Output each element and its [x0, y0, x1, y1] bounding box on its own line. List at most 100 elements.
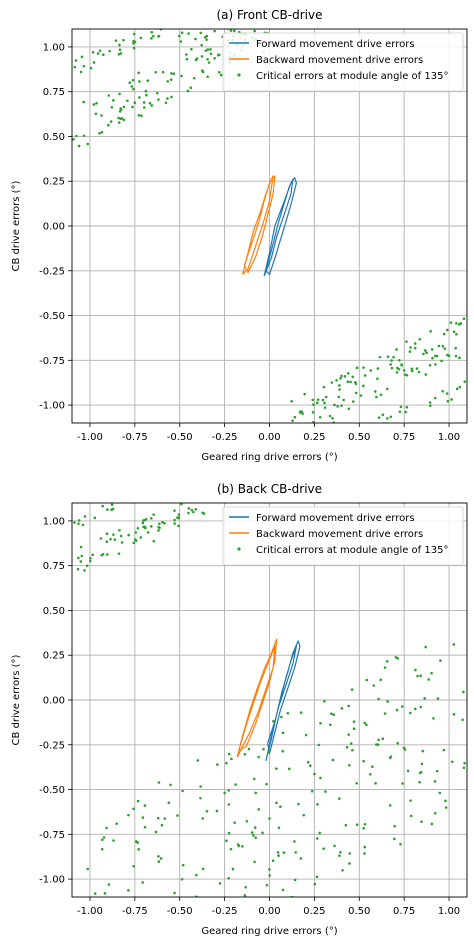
critical-error-point: [423, 697, 426, 700]
critical-error-point: [206, 48, 210, 51]
critical-error-point: [89, 66, 93, 70]
critical-error-point: [376, 367, 380, 370]
critical-error-point: [318, 831, 322, 835]
critical-error-point: [178, 34, 181, 38]
critical-error-point: [157, 35, 160, 38]
critical-error-point: [163, 817, 167, 820]
critical-error-point: [401, 782, 404, 785]
critical-error-point: [187, 32, 190, 35]
y-tick-label: 0.25: [43, 177, 65, 188]
critical-error-point: [86, 867, 90, 871]
critical-error-point: [330, 381, 334, 384]
critical-error-point: [200, 43, 203, 47]
critical-error-point: [267, 23, 270, 26]
critical-error-point: [173, 509, 176, 512]
critical-error-point: [335, 379, 338, 382]
critical-error-point: [431, 356, 434, 360]
critical-error-point: [122, 105, 126, 109]
critical-error-point: [429, 404, 432, 408]
critical-error-point: [206, 57, 209, 61]
y-tick-label: 0.25: [43, 651, 65, 662]
critical-error-point: [400, 363, 404, 367]
x-axis-label: Geared ring drive errors (°): [201, 926, 337, 937]
critical-error-point: [316, 398, 320, 401]
critical-error-point: [253, 826, 257, 829]
critical-error-point: [445, 392, 449, 395]
critical-error-point: [329, 723, 332, 727]
critical-error-point: [180, 74, 183, 78]
critical-error-point: [339, 377, 342, 380]
critical-error-point: [167, 801, 171, 805]
critical-error-point: [420, 762, 424, 766]
critical-error-point: [102, 53, 105, 57]
y-tick-label: 0.50: [43, 132, 65, 143]
critical-error-point: [205, 38, 208, 41]
critical-error-point: [444, 806, 448, 809]
critical-error-point: [105, 532, 109, 536]
critical-error-point: [321, 398, 325, 402]
critical-error-point: [82, 134, 86, 138]
critical-error-point: [434, 363, 437, 366]
critical-error-point: [400, 705, 404, 708]
legend-marker: [237, 73, 241, 77]
critical-error-point: [197, 945, 200, 948]
critical-error-point: [209, 48, 212, 51]
critical-error-point: [455, 332, 458, 336]
critical-error-point: [262, 747, 265, 751]
critical-error-point: [139, 36, 143, 40]
critical-error-point: [462, 690, 465, 694]
x-tick-label: 0.25: [303, 432, 325, 443]
critical-error-point: [227, 789, 231, 792]
critical-error-point: [132, 46, 136, 50]
critical-error-point: [156, 816, 160, 820]
critical-error-point: [276, 851, 280, 854]
critical-error-point: [393, 824, 396, 828]
critical-error-point: [72, 137, 75, 141]
legend-label: Critical errors at module angle of 135°: [256, 71, 448, 82]
critical-error-point: [133, 101, 137, 104]
critical-error-point: [201, 511, 204, 515]
critical-error-point: [351, 748, 354, 752]
critical-error-point: [418, 771, 422, 775]
critical-error-point: [354, 391, 358, 395]
critical-error-point: [231, 867, 235, 871]
critical-error-point: [157, 781, 161, 784]
critical-error-point: [118, 110, 122, 113]
critical-error-point: [355, 823, 359, 826]
critical-error-point: [192, 510, 195, 514]
critical-error-point: [365, 678, 369, 682]
critical-error-point: [355, 781, 358, 785]
critical-error-point: [281, 888, 285, 892]
critical-error-point: [77, 556, 80, 560]
x-tick-label: 0.00: [258, 432, 280, 443]
critical-error-point: [230, 757, 233, 761]
critical-error-point: [379, 678, 383, 682]
critical-error-point: [414, 668, 417, 672]
critical-error-point: [312, 420, 315, 423]
x-tick-label: -0.25: [212, 906, 238, 917]
critical-error-point: [287, 767, 291, 771]
critical-error-point: [399, 405, 403, 409]
critical-error-point: [363, 822, 367, 826]
critical-error-point: [101, 553, 105, 556]
critical-error-point: [132, 87, 135, 91]
critical-error-point: [323, 401, 326, 405]
critical-error-point: [435, 769, 439, 773]
critical-error-point: [154, 70, 157, 74]
critical-error-point: [157, 529, 160, 532]
critical-error-point: [190, 508, 194, 512]
critical-error-point: [419, 705, 423, 709]
data-layer: [73, 503, 466, 948]
critical-error-point: [268, 817, 271, 820]
critical-error-point: [277, 854, 280, 857]
critical-error-point: [395, 371, 399, 374]
critical-error-point: [219, 73, 223, 77]
critical-error-point: [238, 26, 241, 29]
critical-error-point: [150, 30, 154, 34]
critical-error-point: [433, 780, 437, 783]
critical-error-point: [312, 403, 315, 406]
critical-error-point: [199, 31, 203, 35]
plot-frame: [71, 28, 468, 424]
critical-error-point: [69, 137, 72, 140]
